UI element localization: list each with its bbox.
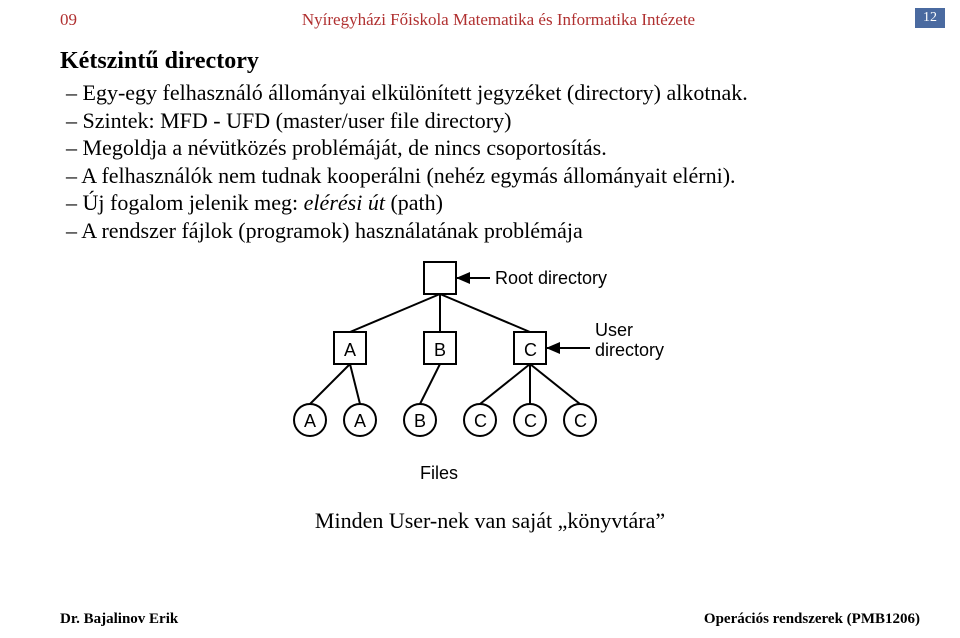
footer-author: Dr. Bajalinov Erik [60, 611, 178, 628]
bullet-5-emph: elérési út [304, 190, 385, 215]
directory-tree-diagram: Root directory A B C User directory [240, 254, 740, 504]
footer-course: Operációs rendszerek (PMB1206) [704, 611, 920, 628]
file-C3: C [574, 411, 587, 431]
bullet-2: Szintek: MFD - UFD (master/user file dir… [84, 107, 920, 135]
files-label: Files [420, 463, 458, 483]
file-B1: B [414, 411, 426, 431]
page-title: Kétszintű directory [60, 48, 920, 75]
bullet-1: Egy-egy felhasználó állományai elkülönít… [84, 79, 920, 107]
bullet-list: Egy-egy felhasználó állományai elkülönít… [60, 79, 920, 244]
page-number-badge: 12 [915, 8, 945, 28]
file-C2: C [524, 411, 537, 431]
node-C: C [524, 340, 537, 360]
node-A: A [344, 340, 356, 360]
bullet-5-pre: Új fogalom jelenik meg: [83, 190, 304, 215]
header-institute: Nyíregyházi Főiskola Matematika és Infor… [77, 10, 920, 30]
bullet-4: A felhasználók nem tudnak kooperálni (ne… [84, 162, 920, 190]
file-C1: C [474, 411, 487, 431]
diagram-caption: Minden User-nek van saját „könyvtára” [60, 508, 920, 534]
header-left-code: 09 [60, 10, 77, 30]
user-dir-label-2: directory [595, 340, 664, 360]
file-A1: A [304, 411, 316, 431]
bullet-3: Megoldja a névütközés problémáját, de ni… [84, 134, 920, 162]
user-dir-label-1: User [595, 320, 633, 340]
bullet-5: Új fogalom jelenik meg: elérési út (path… [84, 189, 920, 217]
bullet-6: A rendszer fájlok (programok) használatá… [84, 217, 920, 245]
bullet-5-post: (path) [385, 190, 443, 215]
node-B: B [434, 340, 446, 360]
root-directory-label: Root directory [495, 268, 607, 288]
file-A2: A [354, 411, 366, 431]
